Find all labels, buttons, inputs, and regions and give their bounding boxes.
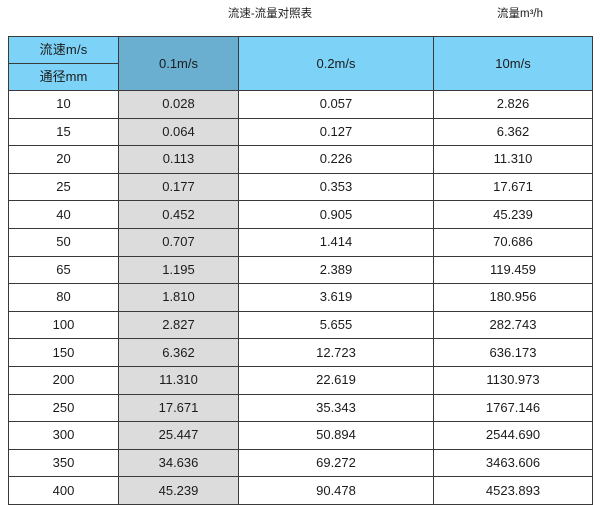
- cell-flow-10: 2544.690: [433, 421, 593, 450]
- table-row: 40 0.452 0.905 45.239: [8, 200, 593, 229]
- cell-diameter: 10: [8, 90, 119, 119]
- cell-diameter: 200: [8, 365, 119, 395]
- cell-flow-10: 282.743: [433, 310, 593, 340]
- cell-flow-10: 636.173: [433, 338, 593, 367]
- cell-flow-0-2: 0.226: [238, 145, 434, 174]
- cell-flow-0-2: 1.414: [238, 227, 434, 257]
- table-row: 20 0.113 0.226 11.310: [8, 145, 593, 174]
- cell-flow-10: 3463.606: [433, 448, 593, 478]
- cell-flow-0-2: 3.619: [238, 283, 434, 312]
- cell-flow-0-1: 25.447: [118, 421, 239, 450]
- cell-flow-0-2: 0.905: [238, 200, 434, 229]
- table-row: 100 2.827 5.655 282.743: [8, 310, 593, 340]
- cell-diameter: 300: [8, 421, 119, 450]
- cell-flow-10: 2.826: [433, 90, 593, 119]
- cell-diameter: 350: [8, 448, 119, 478]
- cell-flow-0-2: 50.894: [238, 421, 434, 450]
- cell-flow-10: 70.686: [433, 227, 593, 257]
- table-row: 400 45.239 90.478 4523.893: [8, 476, 593, 505]
- table-header-row-top: 流速m/s 0.1m/s 0.2m/s 10m/s: [8, 36, 593, 91]
- cell-flow-0-2: 0.353: [238, 172, 434, 202]
- cell-flow-0-2: 22.619: [238, 365, 434, 395]
- table-row: 350 34.636 69.272 3463.606: [8, 448, 593, 478]
- cell-flow-0-1: 1.810: [118, 283, 239, 312]
- flow-rate-table: 流速m/s 0.1m/s 0.2m/s 10m/s 通径mm 10 0.028 …: [8, 36, 593, 505]
- cell-flow-10: 180.956: [433, 283, 593, 312]
- cell-diameter: 100: [8, 310, 119, 340]
- cell-diameter: 15: [8, 117, 119, 147]
- cell-flow-0-2: 0.127: [238, 117, 434, 147]
- cell-flow-0-1: 11.310: [118, 365, 239, 395]
- cell-flow-0-2: 0.057: [238, 90, 434, 119]
- cell-flow-0-1: 0.707: [118, 227, 239, 257]
- cell-flow-0-2: 90.478: [238, 476, 434, 505]
- table-row: 300 25.447 50.894 2544.690: [8, 421, 593, 450]
- cell-diameter: 40: [8, 200, 119, 229]
- cell-flow-0-1: 6.362: [118, 338, 239, 367]
- table-row: 10 0.028 0.057 2.826: [8, 90, 593, 119]
- header-velocity-label: 流速m/s: [8, 36, 119, 64]
- table-row: 200 11.310 22.619 1130.973: [8, 365, 593, 395]
- cell-flow-0-1: 0.028: [118, 90, 239, 119]
- cell-flow-10: 119.459: [433, 255, 593, 285]
- cell-diameter: 150: [8, 338, 119, 367]
- cell-diameter: 250: [8, 393, 119, 423]
- cell-flow-0-2: 12.723: [238, 338, 434, 367]
- cell-flow-10: 45.239: [433, 200, 593, 229]
- cell-flow-10: 1767.146: [433, 393, 593, 423]
- page-title: 流速-流量对照表: [227, 8, 313, 20]
- cell-diameter: 400: [8, 476, 119, 505]
- cell-diameter: 25: [8, 172, 119, 202]
- column-header-10-ms[interactable]: 10m/s: [433, 36, 593, 91]
- cell-flow-0-1: 2.827: [118, 310, 239, 340]
- cell-flow-10: 4523.893: [433, 476, 593, 505]
- cell-diameter: 50: [8, 227, 119, 257]
- cell-flow-0-1: 0.113: [118, 145, 239, 174]
- cell-flow-0-2: 69.272: [238, 448, 434, 478]
- cell-flow-0-2: 35.343: [238, 393, 434, 423]
- cell-flow-0-1: 34.636: [118, 448, 239, 478]
- cell-flow-10: 1130.973: [433, 365, 593, 395]
- cell-flow-10: 17.671: [433, 172, 593, 202]
- cell-diameter: 80: [8, 283, 119, 312]
- cell-flow-10: 11.310: [433, 145, 593, 174]
- table-row: 150 6.362 12.723 636.173: [8, 338, 593, 367]
- table-row: 65 1.195 2.389 119.459: [8, 255, 593, 285]
- flow-rate-table-container: 流速m/s 0.1m/s 0.2m/s 10m/s 通径mm 10 0.028 …: [8, 36, 593, 505]
- header-diameter-label: 通径mm: [8, 63, 119, 91]
- cell-flow-0-1: 0.452: [118, 200, 239, 229]
- cell-flow-0-1: 1.195: [118, 255, 239, 285]
- flow-units-label: 流量m³/h: [497, 8, 543, 20]
- cell-diameter: 65: [8, 255, 119, 285]
- cell-flow-0-1: 17.671: [118, 393, 239, 423]
- table-row: 25 0.177 0.353 17.671: [8, 172, 593, 202]
- column-header-0-2-ms[interactable]: 0.2m/s: [238, 36, 434, 91]
- cell-flow-0-1: 0.177: [118, 172, 239, 202]
- cell-flow-0-1: 45.239: [118, 476, 239, 505]
- cell-diameter: 20: [8, 145, 119, 174]
- cell-flow-0-1: 0.064: [118, 117, 239, 147]
- cell-flow-10: 6.362: [433, 117, 593, 147]
- cell-flow-0-2: 5.655: [238, 310, 434, 340]
- column-header-0-1-ms[interactable]: 0.1m/s: [118, 36, 239, 91]
- table-row: 15 0.064 0.127 6.362: [8, 117, 593, 147]
- table-header-row-bottom: 通径mm: [8, 63, 593, 91]
- table-row: 50 0.707 1.414 70.686: [8, 227, 593, 257]
- table-row: 80 1.810 3.619 180.956: [8, 283, 593, 312]
- table-row: 250 17.671 35.343 1767.146: [8, 393, 593, 423]
- caption-strip: 流速-流量对照表 流量m³/h: [0, 0, 600, 36]
- cell-flow-0-2: 2.389: [238, 255, 434, 285]
